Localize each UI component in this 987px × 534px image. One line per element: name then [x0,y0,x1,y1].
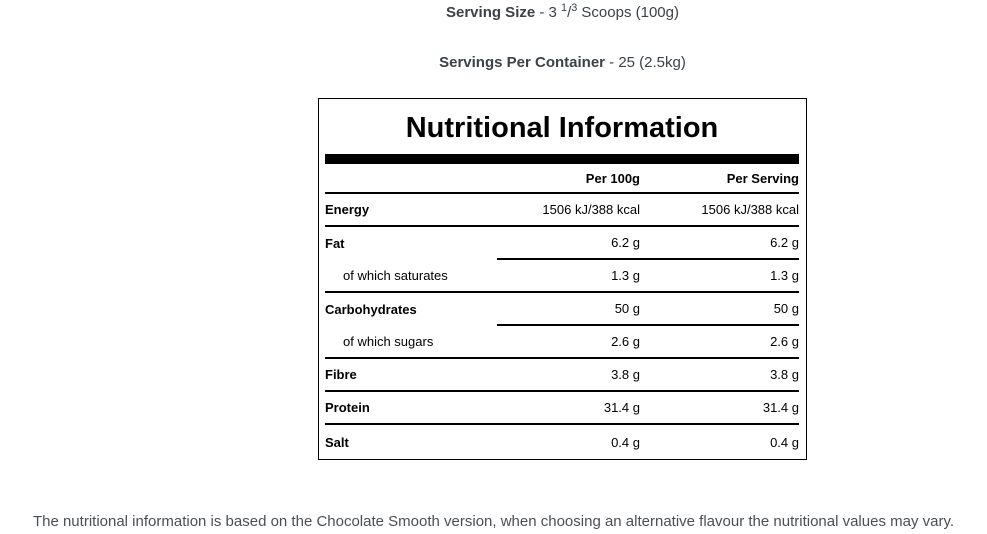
row-label: Protein [325,400,370,415]
value-per-serving: 6.2 g [770,235,799,250]
row-label: Fat [325,236,345,251]
serving-size-fraction-slash: / [567,4,572,21]
table-row-carbohydrates: Carbohydrates 50 g 50 g [325,293,799,326]
serving-size-value-prefix: - 3 [535,4,562,21]
value-per-100g: 50 g [614,301,640,316]
table-row-fibre: Fibre 3.8 g 3.8 g [325,359,799,392]
table-row-sugars: of which sugars 2.6 g 2.6 g [325,326,799,359]
table-header-bar [325,154,799,164]
value-per-100g: 31.4 g [603,400,640,415]
value-per-100g: 1.3 g [611,268,640,283]
column-header-per-serving: Per Serving [726,171,799,186]
table-row-fat: Fat 6.2 g 6.2 g [325,227,799,260]
footnote-text: The nutritional information is based on … [32,513,955,530]
serving-size-fraction-denominator: 3 [571,2,578,14]
serving-size-value-suffix: Scoops (100g) [577,4,679,21]
serving-size-label: Serving Size [446,4,536,21]
serving-size-line: Serving Size - 3 1/3 Scoops (100g) [318,3,807,23]
column-header-per-100g: Per 100g [585,171,640,186]
value-per-100g: 6.2 g [611,235,640,250]
table-row-protein: Protein 31.4 g 31.4 g [325,392,799,425]
row-label: of which saturates [343,268,448,283]
table-row-salt: Salt 0.4 g 0.4 g [325,425,799,459]
row-label: Energy [325,202,370,217]
value-per-serving: 3.8 g [770,367,799,382]
row-label: of which sugars [343,334,434,349]
table-title: Nutritional Information [405,112,719,144]
row-label: Salt [325,434,349,450]
servings-per-container-label: Servings Per Container [439,54,605,71]
serving-size-fraction-numerator: 1 [561,2,568,14]
value-per-serving: 1506 kJ/388 kcal [701,202,799,217]
value-per-serving: 0.4 g [770,434,799,450]
table-row-saturates: of which saturates 1.3 g 1.3 g [325,260,799,293]
value-per-serving: 2.6 g [770,334,799,349]
value-per-100g: 1506 kJ/388 kcal [542,202,640,217]
value-per-serving: 50 g [773,301,799,316]
nutrition-table: Nutritional Information Per 100g Per Ser… [318,98,807,460]
table-row-energy: Energy 1506 kJ/388 kcal 1506 kJ/388 kcal [325,194,799,227]
servings-per-container-line: Servings Per Container - 25 (2.5kg) [318,53,807,73]
value-per-serving: 31.4 g [762,400,799,415]
value-per-100g: 2.6 g [611,334,640,349]
value-per-serving: 1.3 g [770,268,799,283]
row-label: Fibre [325,367,357,382]
servings-per-container-value: - 25 (2.5kg) [605,54,686,71]
row-label: Carbohydrates [325,302,417,317]
table-header-row: Per 100g Per Serving [325,164,799,194]
value-per-100g: 3.8 g [611,367,640,382]
value-per-100g: 0.4 g [611,434,640,450]
